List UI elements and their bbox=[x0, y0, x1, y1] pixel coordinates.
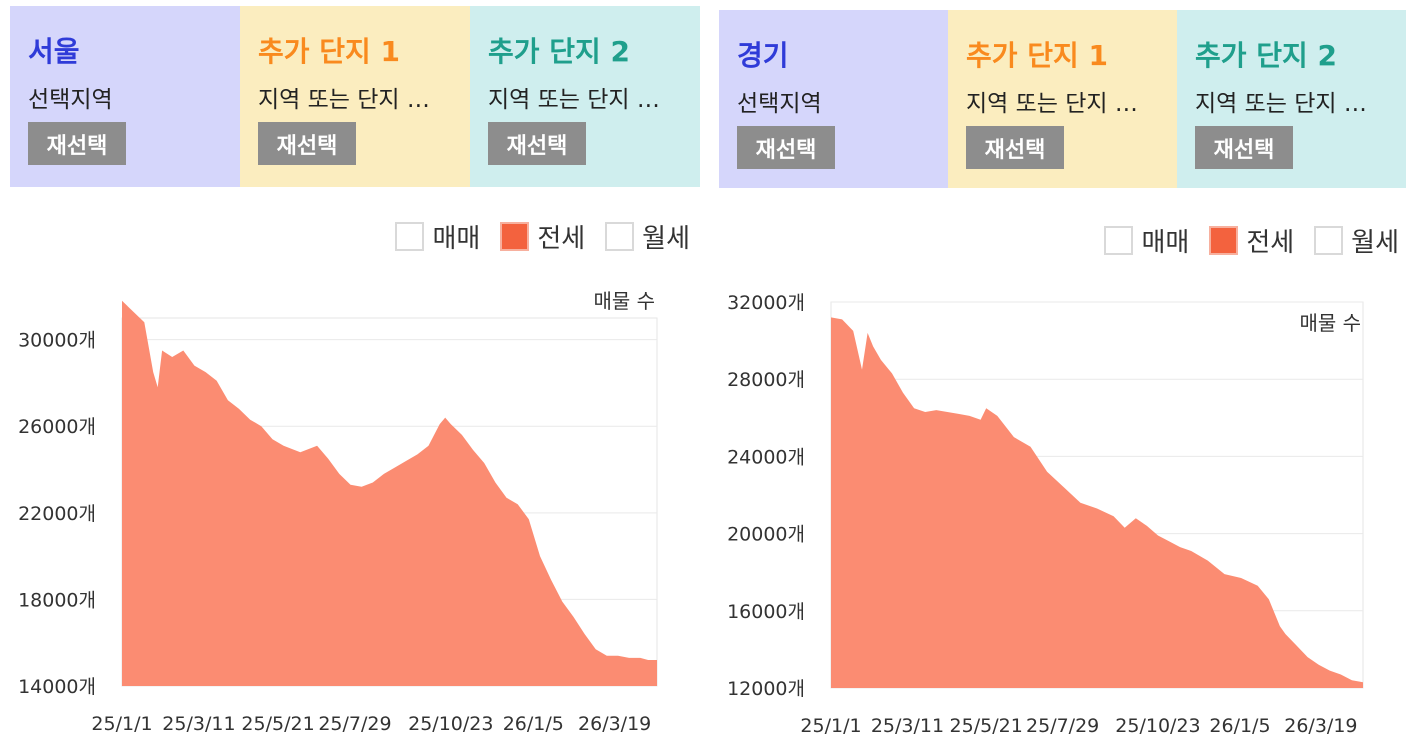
deal-type-legend: 매매 전세 월세 bbox=[1084, 222, 1399, 259]
y-tick-label: 28000개 bbox=[727, 369, 805, 391]
legend-label: 매매 bbox=[1141, 228, 1190, 258]
legend-item-sale[interactable]: 매매 bbox=[1104, 222, 1189, 259]
checkbox-checked-icon[interactable] bbox=[500, 222, 530, 251]
reselect-button[interactable]: 재선택 bbox=[258, 122, 356, 165]
complex2-subtitle: 지역 또는 단지 … bbox=[1195, 91, 1367, 117]
complex1-cell: 추가 단지 1 지역 또는 단지 … 재선택 bbox=[240, 6, 470, 187]
x-tick-label: 25/1/1 bbox=[800, 715, 861, 736]
legend-label: 전세 bbox=[537, 224, 586, 254]
complex2-title: 추가 단지 2 bbox=[488, 35, 631, 68]
y-tick-label: 14000개 bbox=[18, 676, 96, 698]
y-tick-label: 30000개 bbox=[18, 330, 96, 352]
x-tick-label: 25/5/21 bbox=[241, 713, 314, 735]
legend-item-monthly[interactable]: 월세 bbox=[605, 218, 690, 255]
y-tick-label: 12000개 bbox=[727, 678, 805, 700]
checkbox-icon[interactable] bbox=[1104, 226, 1134, 255]
reselect-button[interactable]: 재선택 bbox=[488, 122, 586, 165]
region-name: 서울 bbox=[28, 35, 80, 68]
y-tick-label: 18000개 bbox=[18, 589, 96, 611]
x-tick-label: 26/3/19 bbox=[1284, 715, 1357, 736]
y-tick-label: 16000개 bbox=[727, 601, 805, 623]
y-tick-label: 22000개 bbox=[18, 503, 96, 525]
listing-count-chart: 12000개 16000개 20000개 24000개 28000개 32000개 25/1… bbox=[727, 292, 1364, 736]
y-tick-label: 26000개 bbox=[18, 416, 96, 438]
y-tick-label: 32000개 bbox=[727, 292, 805, 314]
x-tick-label: 25/7/29 bbox=[318, 713, 391, 735]
x-tick-label: 25/3/11 bbox=[871, 715, 944, 736]
region-cell: 서울 선택지역 재선택 bbox=[10, 6, 240, 187]
complex1-title: 추가 단지 1 bbox=[258, 35, 401, 68]
complex2-cell: 추가 단지 2 지역 또는 단지 … 재선택 bbox=[1177, 10, 1406, 188]
gyeonggi-panel: 경기 선택지역 재선택 추가 단지 1 지역 또는 단지 … 재선택 추가 단지… bbox=[709, 0, 1409, 736]
legend-item-jeonse[interactable]: 전세 bbox=[500, 218, 585, 255]
region-selector: 경기 선택지역 재선택 추가 단지 1 지역 또는 단지 … 재선택 추가 단지… bbox=[719, 10, 1406, 188]
reselect-button[interactable]: 재선택 bbox=[737, 126, 835, 169]
unit-label: 매물 수 bbox=[1299, 311, 1361, 335]
checkbox-icon[interactable] bbox=[395, 222, 425, 251]
region-selector: 서울 선택지역 재선택 추가 단지 1 지역 또는 단지 … 재선택 추가 단지… bbox=[10, 6, 700, 187]
legend-label: 월세 bbox=[1351, 228, 1399, 258]
x-tick-label: 26/1/5 bbox=[503, 713, 564, 735]
region-cell: 경기 선택지역 재선택 bbox=[719, 10, 948, 188]
legend-item-jeonse[interactable]: 전세 bbox=[1209, 222, 1294, 259]
listing-area-series bbox=[831, 317, 1363, 688]
listing-area-series bbox=[122, 300, 657, 686]
region-subtitle: 선택지역 bbox=[28, 87, 113, 113]
reselect-button[interactable]: 재선택 bbox=[28, 122, 126, 165]
y-tick-label: 20000개 bbox=[727, 524, 805, 546]
reselect-button[interactable]: 재선택 bbox=[1195, 126, 1293, 169]
x-tick-label: 25/7/29 bbox=[1026, 715, 1099, 736]
x-tick-label: 26/3/19 bbox=[578, 713, 651, 735]
complex1-cell: 추가 단지 1 지역 또는 단지 … 재선택 bbox=[948, 10, 1177, 188]
checkbox-icon[interactable] bbox=[605, 222, 635, 251]
legend-label: 전세 bbox=[1246, 228, 1295, 258]
x-tick-label: 25/1/1 bbox=[91, 713, 152, 735]
checkbox-icon[interactable] bbox=[1314, 226, 1344, 255]
x-tick-label: 25/3/11 bbox=[162, 713, 235, 735]
complex1-subtitle: 지역 또는 단지 … bbox=[258, 87, 430, 113]
complex2-title: 추가 단지 2 bbox=[1195, 39, 1338, 72]
complex2-subtitle: 지역 또는 단지 … bbox=[488, 87, 660, 113]
x-tick-label: 25/10/23 bbox=[408, 713, 493, 735]
listing-count-chart: 14000개 18000개 22000개 26000개 30000개 25/1/1 25/3… bbox=[18, 289, 658, 735]
legend-label: 매매 bbox=[432, 224, 481, 254]
deal-type-legend: 매매 전세 월세 bbox=[375, 218, 690, 255]
reselect-button[interactable]: 재선택 bbox=[966, 126, 1064, 169]
region-name: 경기 bbox=[737, 39, 789, 72]
unit-label: 매물 수 bbox=[593, 289, 655, 313]
complex2-cell: 추가 단지 2 지역 또는 단지 … 재선택 bbox=[470, 6, 700, 187]
seoul-panel: 서울 선택지역 재선택 추가 단지 1 지역 또는 단지 … 재선택 추가 단지… bbox=[0, 0, 700, 736]
complex1-subtitle: 지역 또는 단지 … bbox=[966, 91, 1138, 117]
x-tick-label: 25/10/23 bbox=[1115, 715, 1200, 736]
checkbox-checked-icon[interactable] bbox=[1209, 226, 1239, 255]
legend-label: 월세 bbox=[642, 224, 690, 254]
x-tick-label: 26/1/5 bbox=[1209, 715, 1270, 736]
x-tick-label: 25/5/21 bbox=[950, 715, 1023, 736]
legend-item-sale[interactable]: 매매 bbox=[395, 218, 480, 255]
complex1-title: 추가 단지 1 bbox=[966, 39, 1109, 72]
region-subtitle: 선택지역 bbox=[737, 91, 822, 117]
legend-item-monthly[interactable]: 월세 bbox=[1314, 222, 1399, 259]
y-tick-label: 24000개 bbox=[727, 446, 805, 468]
